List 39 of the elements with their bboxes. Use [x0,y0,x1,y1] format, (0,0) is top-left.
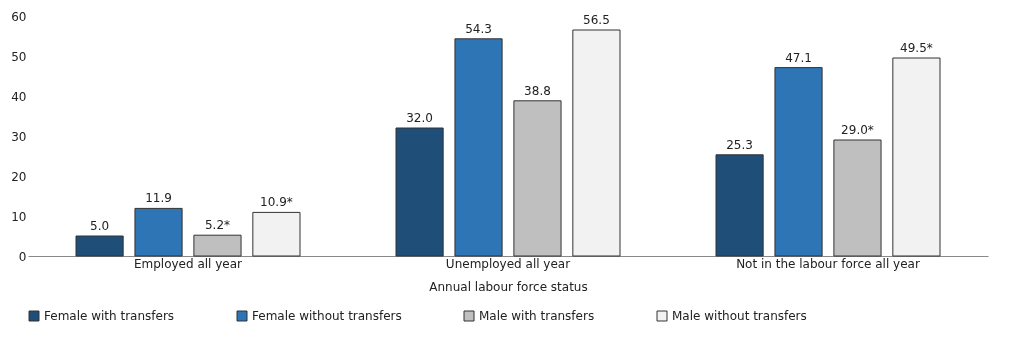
bar [513,100,562,257]
bar [572,29,621,257]
y-tick-label: 50 [11,49,27,64]
y-tick-label: 40 [11,89,27,104]
bar [454,38,503,257]
data-label: 32.0 [406,111,433,125]
x-tick-label: Employed all year [133,256,243,271]
bar [715,154,764,257]
data-label: 5.0 [90,219,110,233]
bar [833,139,882,257]
x-axis-title: Annual labour force status [429,279,588,294]
x-tick-label: Not in the labour force all year [736,256,920,271]
bar [892,57,941,257]
data-label: 5.2* [204,218,231,233]
data-label: 11.9 [145,191,172,206]
legend-label: Male without transfers [672,309,807,323]
bar [252,211,301,257]
data-label: 56.5 [583,13,610,27]
y-tick-label: 60 [11,9,27,24]
data-label: 47.1 [785,50,812,65]
x-tick-label: Unemployed all year [445,256,571,271]
y-tick-label: 20 [11,169,27,184]
bar [395,127,444,257]
legend-label: Female with transfers [44,309,175,323]
y-tick-label: 0 [18,249,27,264]
bar [774,67,823,257]
y-tick-label: 10 [11,209,27,224]
data-label: 49.5* [900,41,933,55]
legend-label: Female without transfers [252,309,402,323]
bar [134,207,183,257]
legend-label: Male with transfers [479,309,595,323]
bar [75,235,124,257]
data-label: 25.3 [726,137,753,152]
data-label: 10.9* [260,195,293,210]
data-label: 29.0* [841,123,874,137]
data-label: 38.8 [524,83,551,98]
bar [193,234,242,257]
y-tick-label: 30 [11,129,27,144]
data-label: 54.3 [465,21,492,36]
